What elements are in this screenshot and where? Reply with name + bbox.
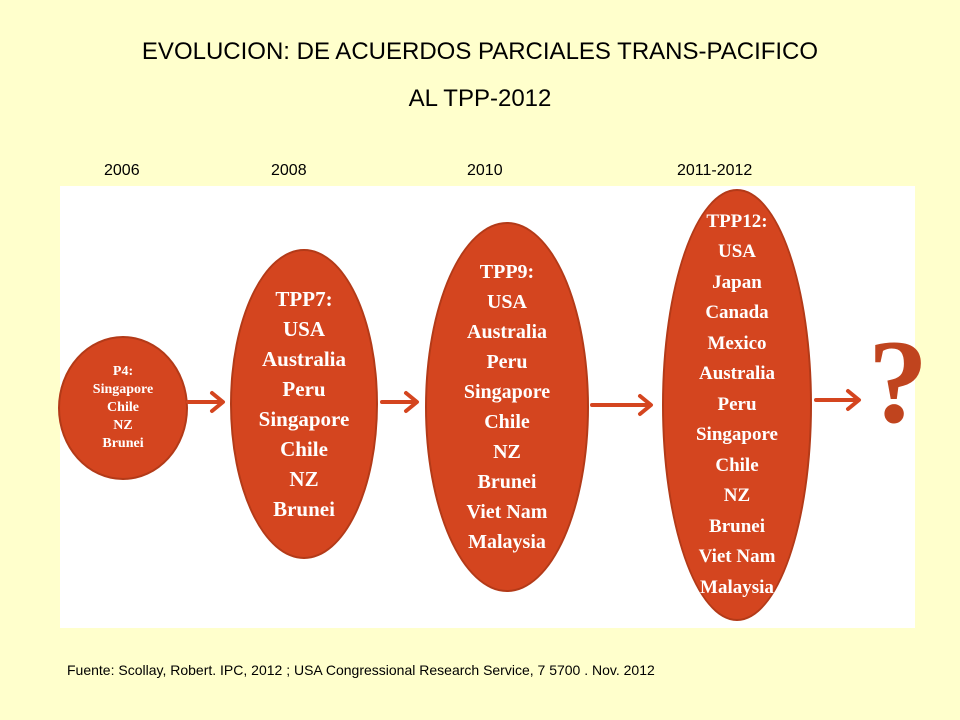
- member-label: Brunei: [273, 497, 335, 521]
- member-label: Peru: [717, 393, 757, 415]
- member-label: Chile: [107, 400, 139, 415]
- member-label: Singapore: [92, 382, 154, 397]
- member-label: Canada: [705, 302, 769, 324]
- member-label: Malaysia: [700, 576, 774, 598]
- source-citation: Fuente: Scollay, Robert. IPC, 2012 ; USA…: [67, 662, 655, 678]
- member-label: Viet Nam: [698, 546, 776, 568]
- member-label: NZ: [289, 467, 319, 491]
- member-label: Peru: [282, 377, 326, 401]
- arrow-right-icon: [814, 389, 861, 411]
- member-label: USA: [717, 241, 756, 263]
- member-label: Malaysia: [468, 531, 546, 553]
- arrow-right-icon: [590, 394, 653, 416]
- year-label-2008: 2008: [271, 162, 307, 179]
- member-label: Japan: [712, 271, 762, 293]
- title-line-1: EVOLUCION: DE ACUERDOS PARCIALES TRANS-P…: [141, 38, 819, 65]
- member-label: NZ: [493, 441, 521, 463]
- stage-heading: TPP7:: [275, 287, 333, 311]
- member-label: Chile: [484, 411, 530, 433]
- question-mark-icon: ?: [868, 315, 928, 448]
- arrow-right-icon: [186, 391, 225, 413]
- stage-heading: TPP12:: [706, 210, 768, 232]
- year-label-2011-2012: 2011-2012: [677, 162, 753, 179]
- stage-heading: TPP9:: [479, 261, 535, 283]
- member-label: Singapore: [463, 381, 551, 403]
- member-label: Viet Nam: [466, 501, 548, 523]
- member-label: Australia: [699, 363, 775, 385]
- member-label: Peru: [486, 351, 528, 373]
- member-label: Singapore: [695, 424, 778, 446]
- member-label: USA: [282, 317, 325, 341]
- member-label: Chile: [715, 454, 759, 476]
- stage-oval-tpp9: TPP9: USA Australia Peru Singapore Chile…: [425, 222, 589, 592]
- year-label-2006: 2006: [104, 162, 140, 179]
- member-label: Australia: [467, 321, 547, 343]
- member-label: Brunei: [477, 471, 537, 493]
- arrow-right-icon: [380, 391, 419, 413]
- member-label: Mexico: [707, 332, 767, 354]
- stage-heading: P4:: [112, 364, 134, 379]
- stage-oval-p4: P4: Singapore Chile NZ Brunei: [58, 336, 188, 480]
- stage-oval-tpp12: TPP12: USA Japan Canada Mexico Australia…: [662, 189, 812, 621]
- stage-oval-tpp7: TPP7: USA Australia Peru Singapore Chile…: [230, 249, 378, 559]
- member-label: Australia: [262, 347, 346, 371]
- title-line-2: AL TPP-2012: [408, 85, 552, 112]
- member-label: Chile: [280, 437, 328, 461]
- member-label: NZ: [113, 418, 133, 433]
- member-label: NZ: [723, 485, 751, 507]
- member-label: Brunei: [102, 436, 144, 451]
- member-label: Brunei: [709, 515, 765, 537]
- year-label-2010: 2010: [467, 162, 503, 179]
- member-label: USA: [486, 291, 527, 313]
- member-label: Singapore: [258, 407, 350, 431]
